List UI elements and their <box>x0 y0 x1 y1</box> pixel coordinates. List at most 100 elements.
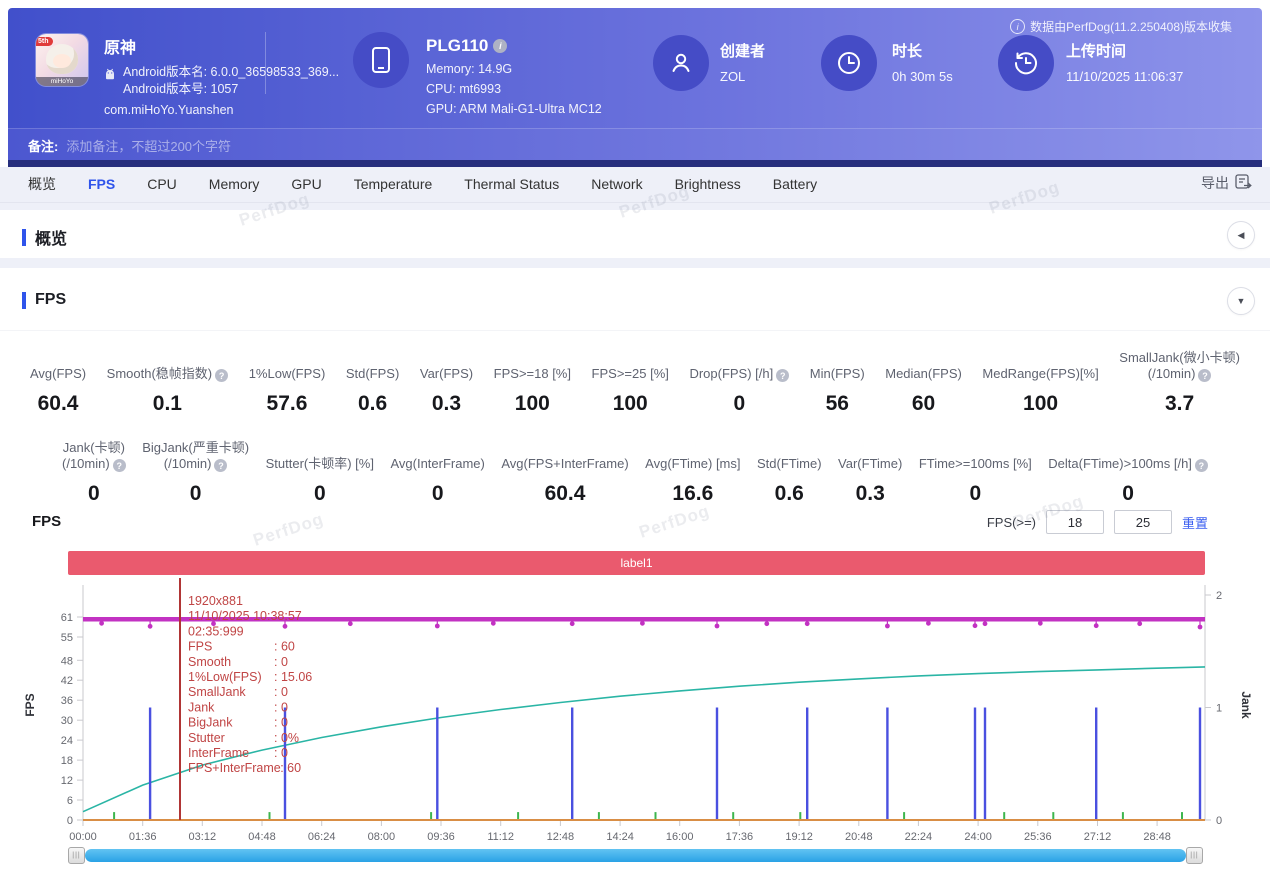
svg-text:16:00: 16:00 <box>666 831 694 843</box>
tooltip-label: Smooth <box>188 655 231 669</box>
duration-label: 时长 <box>892 40 953 61</box>
reset-link[interactable]: 重置 <box>1182 513 1208 532</box>
svg-text:08:00: 08:00 <box>368 831 396 843</box>
stat-value: 56 <box>810 392 865 416</box>
threshold-input-1[interactable] <box>1046 510 1104 534</box>
series-1%Low(FPS) <box>83 667 1205 812</box>
svg-text:17:36: 17:36 <box>726 831 754 843</box>
stat-value: 0.1 <box>107 392 228 416</box>
help-icon[interactable]: ? <box>113 459 126 472</box>
remark-input[interactable]: 备注: 添加备注，不超过200个字符 <box>8 128 1262 161</box>
scrollbar-track[interactable] <box>85 849 1186 862</box>
help-icon[interactable]: ? <box>1198 369 1211 382</box>
stat-label: Avg(FPS) <box>30 348 86 382</box>
stat-value: 0 <box>142 482 249 506</box>
scrollbar-right-handle[interactable]: ||| <box>1186 847 1203 864</box>
svg-text:25:36: 25:36 <box>1024 831 1052 843</box>
stat-value: 0 <box>919 482 1032 506</box>
game-icon: 5th miHoYo <box>36 34 88 86</box>
tooltip-value: : 0 <box>274 746 288 760</box>
tab-battery[interactable]: Battery <box>757 167 833 202</box>
svg-text:12:48: 12:48 <box>547 831 575 843</box>
tooltip-line: 11/10/2025 10:38:57 <box>188 609 302 623</box>
tooltip-label: SmallJank <box>188 685 246 699</box>
stat-label: Stutter(卡顿率) [%] <box>266 438 374 472</box>
chart-scrollbar: ||| ||| <box>68 847 1203 864</box>
overview-collapse-button[interactable]: ◀ <box>1227 221 1255 249</box>
stat-label: 1%Low(FPS) <box>249 348 326 382</box>
stat-label: FPS>=18 [%] <box>494 348 571 382</box>
tab-gpu[interactable]: GPU <box>275 167 337 202</box>
svg-text:48: 48 <box>61 655 73 667</box>
svg-text:03:12: 03:12 <box>189 831 217 843</box>
threshold-input-2[interactable] <box>1114 510 1172 534</box>
svg-text:24: 24 <box>61 735 73 747</box>
report-header: 5th miHoYo 原神 Android版本名: 6.0.0_36598533… <box>8 8 1262 128</box>
export-button[interactable]: 导出 <box>1201 173 1252 193</box>
scrollbar-left-handle[interactable]: ||| <box>68 847 85 864</box>
stat-value: 0.3 <box>420 392 473 416</box>
tab-cpu[interactable]: CPU <box>131 167 193 202</box>
fps-chart-svg: label16155484236302418126021000:0001:360… <box>20 545 1255 847</box>
stat-value: 0 <box>266 482 374 506</box>
tab-temperature[interactable]: Temperature <box>338 167 449 202</box>
fps-collapse-button[interactable]: ▼ <box>1227 287 1255 315</box>
svg-text:0: 0 <box>67 815 73 827</box>
tab-thermal-status[interactable]: Thermal Status <box>448 167 575 202</box>
stat-item: BigJank(严重卡顿)(/10min)?0 <box>142 438 249 506</box>
tooltip-label: Jank <box>188 700 215 714</box>
help-icon[interactable]: ? <box>214 459 227 472</box>
stat-item: Jank(卡顿)(/10min)?0 <box>62 438 126 506</box>
tab-bar: 概览FPSCPUMemoryGPUTemperatureThermal Stat… <box>0 167 1270 203</box>
tab-network[interactable]: Network <box>575 167 658 202</box>
tooltip-label: 1%Low(FPS) <box>188 670 262 684</box>
svg-text:18: 18 <box>61 755 73 767</box>
creator-label: 创建者 <box>720 40 765 61</box>
stat-label: Avg(InterFrame) <box>390 438 484 472</box>
tooltip-value: : 15.06 <box>274 670 312 684</box>
stat-item: 1%Low(FPS)57.6 <box>249 348 326 416</box>
stat-item: FPS>=18 [%] 100 <box>494 348 571 416</box>
tooltip-value: : 0 <box>274 716 288 730</box>
svg-text:14:24: 14:24 <box>606 831 634 843</box>
export-icon <box>1235 174 1252 193</box>
stat-value: 60.4 <box>30 392 86 416</box>
remark-placeholder: 添加备注，不超过200个字符 <box>66 136 231 155</box>
svg-text:Jank: Jank <box>1239 691 1253 719</box>
tab-overview[interactable]: 概览 <box>12 167 72 202</box>
svg-text:28:48: 28:48 <box>1143 831 1171 843</box>
svg-text:42: 42 <box>61 675 73 687</box>
help-icon[interactable]: ? <box>215 369 228 382</box>
stat-value: 0 <box>689 392 789 416</box>
stat-item: Std(FPS)0.6 <box>346 348 399 416</box>
stat-value: 100 <box>494 392 571 416</box>
creator-icon <box>653 35 709 91</box>
section-accent <box>22 292 26 309</box>
svg-text:24:00: 24:00 <box>964 831 992 843</box>
stat-item: MedRange(FPS)[%]100 <box>982 348 1098 416</box>
stat-value: 0 <box>390 482 484 506</box>
stat-label: Delta(FTime)>100ms [/h]? <box>1048 438 1208 472</box>
stat-label: Jank(卡顿)(/10min)? <box>62 438 126 472</box>
fps-chart: label16155484236302418126021000:0001:360… <box>20 545 1255 847</box>
help-icon[interactable]: ? <box>1195 459 1208 472</box>
stat-value: 0.6 <box>757 482 822 506</box>
svg-text:30: 30 <box>61 715 73 727</box>
tooltip-value: : 0% <box>274 731 299 745</box>
stat-value: 60.4 <box>501 482 628 506</box>
svg-text:FPS: FPS <box>23 693 37 716</box>
svg-text:20:48: 20:48 <box>845 831 873 843</box>
stat-item: Avg(InterFrame) 0 <box>390 438 484 506</box>
stat-value: 100 <box>982 392 1098 416</box>
svg-text:22:24: 22:24 <box>905 831 933 843</box>
tab-fps[interactable]: FPS <box>72 167 131 202</box>
tooltip-line: 02:35:999 <box>188 624 244 638</box>
tab-memory[interactable]: Memory <box>193 167 276 202</box>
upload-time-value: 11/10/2025 11:06:37 <box>1066 69 1183 84</box>
fps-section-title: FPS <box>35 291 66 309</box>
device-info-icon[interactable]: i <box>493 39 507 53</box>
tooltip-value: : 60 <box>280 761 301 775</box>
tab-brightness[interactable]: Brightness <box>659 167 757 202</box>
help-icon[interactable]: ? <box>776 369 789 382</box>
device-gpu: GPU: ARM Mali-G1-Ultra MC12 <box>426 102 602 116</box>
